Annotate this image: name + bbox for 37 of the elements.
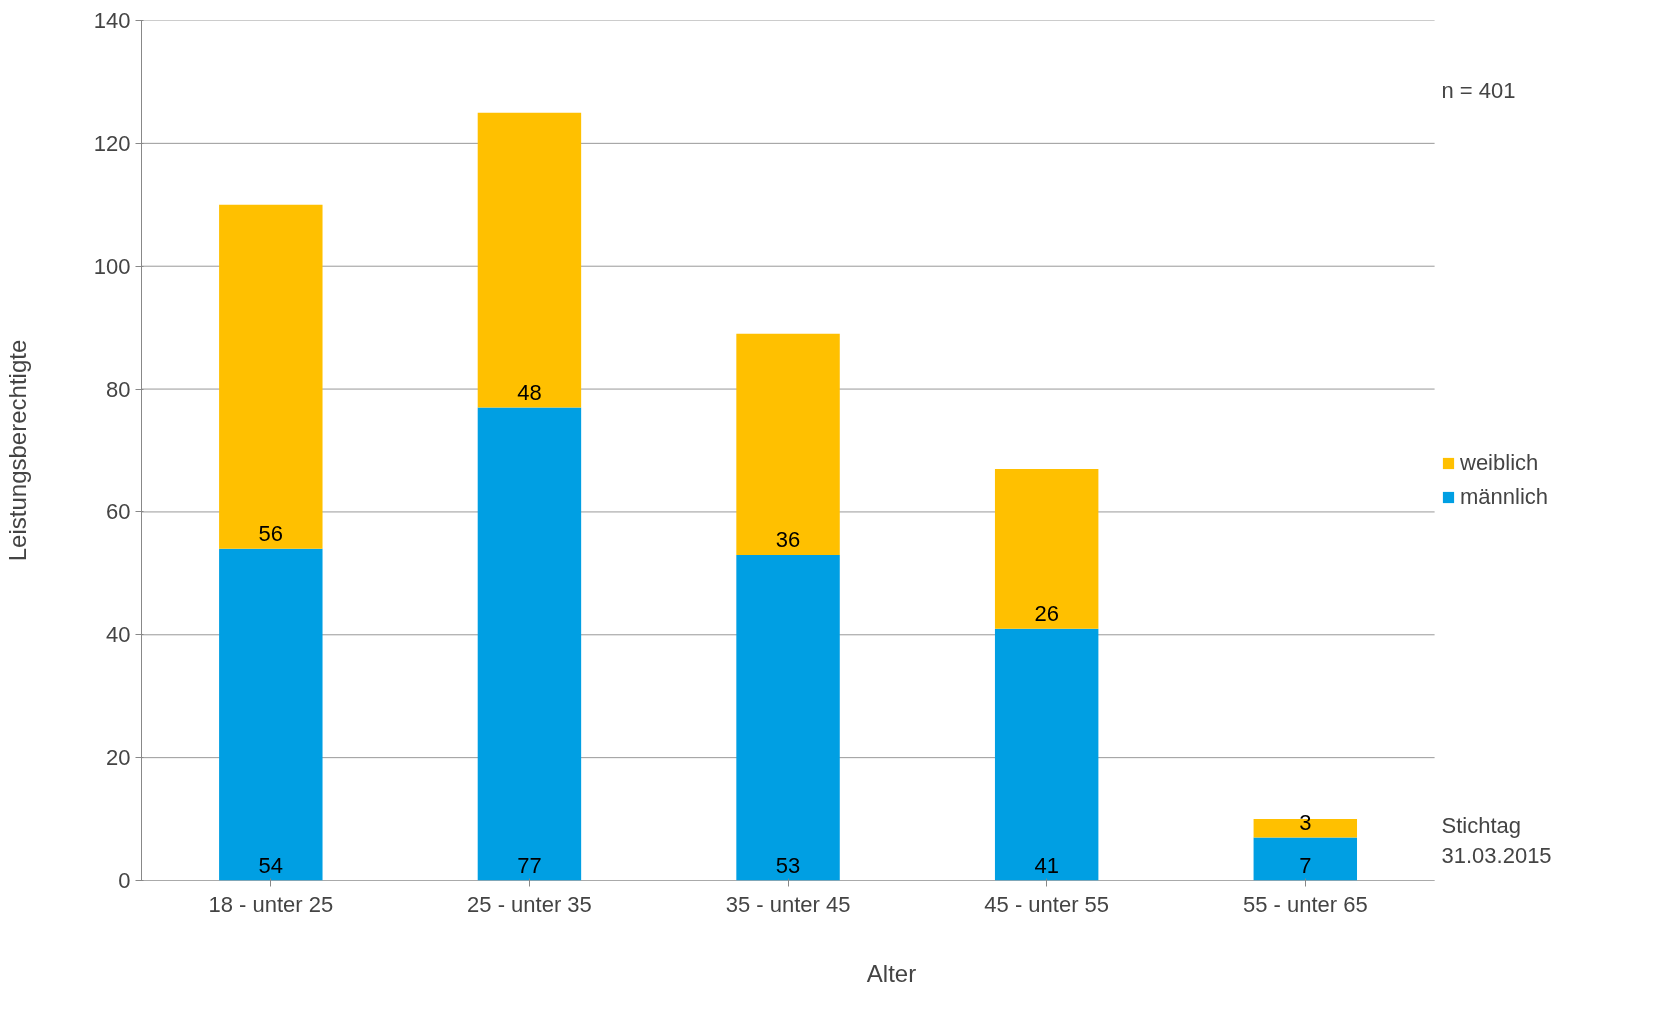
data-label: 36 [775,526,801,552]
text: Stichtag 31.03.2015 [1441,813,1552,868]
data-label: 48 [517,379,542,405]
bar [477,112,582,408]
data-label: 7 [1299,852,1312,878]
y-tick-label: 40 [106,622,131,648]
data-label: 56 [258,520,284,546]
bar [736,554,840,881]
data-label: 54 [258,852,284,878]
x-tick-label: 45 - unter 55 [984,891,1110,917]
x-tick-label: 18 - unter 25 [208,891,334,917]
y-axis-title: Leistungsberechtigte [3,339,31,562]
bar [219,548,323,881]
x-tick-label: 25 - unter 35 [467,891,592,917]
data-label: 53 [775,852,801,878]
y-tick-label: 0 [118,868,131,893]
legend-label: weiblich [1460,450,1539,476]
data-label: 26 [1034,600,1059,626]
data-label: 41 [1034,852,1059,878]
bar [219,204,323,549]
y-tick-label: 80 [106,376,131,402]
y-tick-label: 140 [93,8,131,33]
bar [477,407,582,881]
bar [1253,837,1358,881]
data-label: 77 [517,852,542,878]
bar [994,468,1099,629]
y-tick-label: 60 [106,499,131,525]
y-tick-label: 20 [106,745,131,771]
bar [736,333,840,555]
y-tick-label: 120 [93,130,131,156]
y-tick-label: 100 [93,253,131,279]
text: n = 401 [1441,78,1516,103]
x-tick-label: 35 - unter 45 [725,891,851,917]
x-axis-title: Alter [866,959,917,987]
bar [994,628,1099,881]
x-tick-label: 55 - unter 65 [1242,891,1368,917]
legend-label: männlich [1460,484,1549,510]
